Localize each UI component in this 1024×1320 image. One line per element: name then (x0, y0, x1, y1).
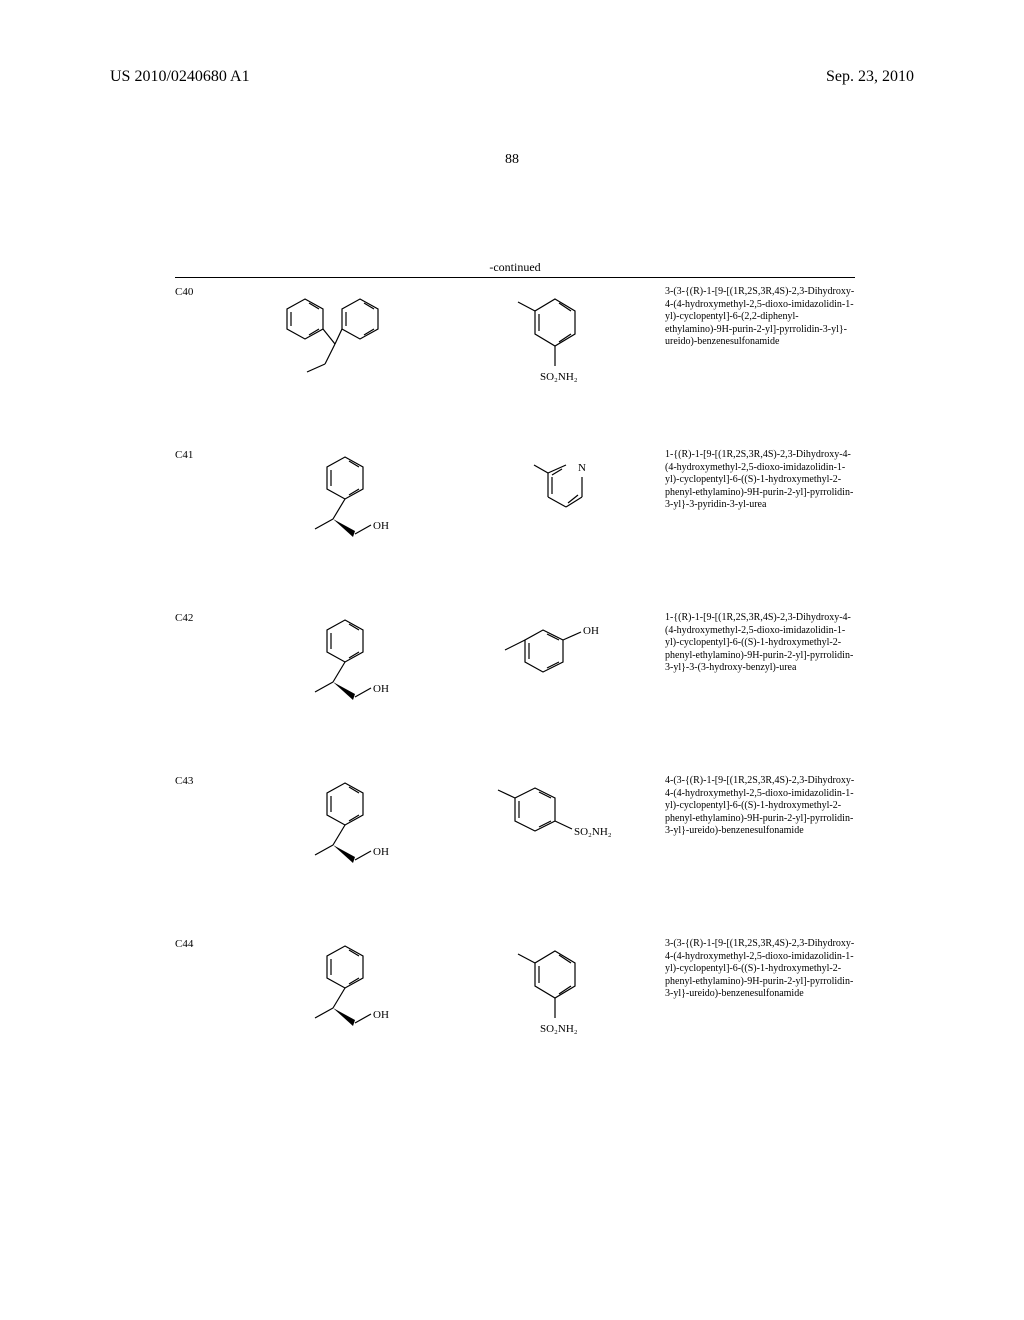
svg-text:N: N (578, 462, 586, 474)
compound-name: 4-(3-{(R)-1-[9-[(1R,2S,3R,4S)-2,3-Dihydr… (665, 773, 855, 838)
structure-1 (225, 284, 465, 409)
svg-text:OH: OH (373, 683, 389, 695)
compound-name: 1-{(R)-1-[9-[(1R,2S,3R,4S)-2,3-Dihydroxy… (665, 447, 855, 512)
table-rule (175, 277, 855, 278)
structure-1: OH (225, 610, 465, 735)
compound-name: 1-{(R)-1-[9-[(1R,2S,3R,4S)-2,3-Dihydroxy… (665, 610, 855, 675)
compound-table: -continued C40 (175, 260, 855, 1099)
table-row: C41 OH (175, 447, 855, 572)
structure-2: SO₂NH₂ (465, 773, 665, 878)
svg-text:OH: OH (583, 625, 599, 637)
structure-1: OH (225, 447, 465, 572)
compound-id: C41 (175, 447, 225, 461)
svg-text:SO₂NH₂: SO₂NH₂ (540, 371, 578, 383)
continued-label: -continued (175, 260, 855, 275)
svg-text:OH: OH (373, 520, 389, 532)
table-row: C44 OH (175, 936, 855, 1061)
doc-number: US 2010/0240680 A1 (110, 68, 250, 86)
doc-date: Sep. 23, 2010 (826, 68, 914, 86)
svg-text:SO₂NH₂: SO₂NH₂ (574, 826, 612, 838)
svg-text:OH: OH (373, 846, 389, 858)
structure-2: N (465, 447, 665, 552)
structure-1: OH (225, 773, 465, 898)
table-row: C42 OH (175, 610, 855, 735)
svg-text:SO₂NH₂: SO₂NH₂ (540, 1023, 578, 1035)
structure-2: SO₂NH₂ (465, 284, 665, 409)
page-number: 88 (0, 152, 1024, 168)
structure-2: OH (465, 610, 665, 715)
structure-2: SO₂NH₂ (465, 936, 665, 1061)
svg-text:OH: OH (373, 1009, 389, 1021)
structure-1: OH (225, 936, 465, 1061)
table-row: C40 (175, 284, 855, 409)
compound-id: C40 (175, 284, 225, 298)
compound-name: 3-(3-{(R)-1-[9-[(1R,2S,3R,4S)-2,3-Dihydr… (665, 284, 855, 349)
table-row: C43 OH (175, 773, 855, 898)
compound-id: C42 (175, 610, 225, 624)
compound-name: 3-(3-{(R)-1-[9-[(1R,2S,3R,4S)-2,3-Dihydr… (665, 936, 855, 1001)
compound-id: C43 (175, 773, 225, 787)
compound-id: C44 (175, 936, 225, 950)
